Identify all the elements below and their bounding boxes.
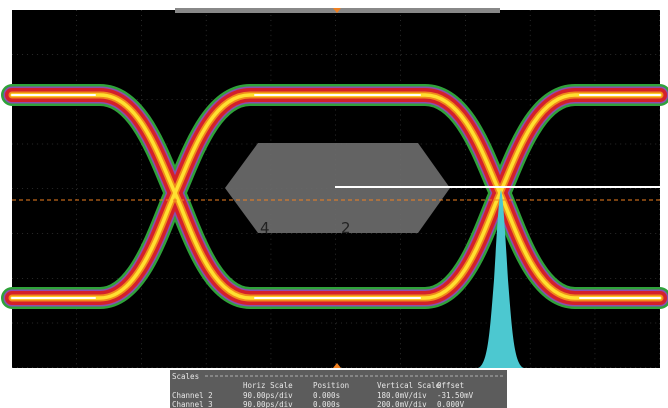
column-header: Horiz Scale bbox=[243, 381, 293, 390]
cell: -31.50mV bbox=[437, 391, 474, 400]
cell: 0.000V bbox=[437, 400, 465, 408]
column-header: Position bbox=[313, 381, 349, 390]
cell: 0.000s bbox=[313, 391, 340, 400]
cell: 200.0mV/div bbox=[377, 400, 427, 408]
eye-diagram bbox=[12, 95, 660, 298]
trigger-marker bbox=[333, 363, 341, 368]
trigger-marker bbox=[333, 8, 341, 13]
row-label: Channel 2 bbox=[172, 391, 213, 400]
column-header: Vertical Scale bbox=[377, 381, 441, 390]
histogram bbox=[478, 190, 524, 368]
panel-title: Scales bbox=[172, 372, 199, 381]
row-label: Channel 3 bbox=[172, 400, 213, 408]
cell: 180.0mV/div bbox=[377, 391, 427, 400]
cell: 90.00ps/div bbox=[243, 391, 293, 400]
mask-label: 2 bbox=[341, 219, 351, 237]
mask-label: 4 bbox=[260, 219, 270, 237]
column-header: Offset bbox=[437, 381, 464, 390]
cell: 90.00ps/div bbox=[243, 400, 293, 408]
cell: 0.000s bbox=[313, 400, 340, 408]
